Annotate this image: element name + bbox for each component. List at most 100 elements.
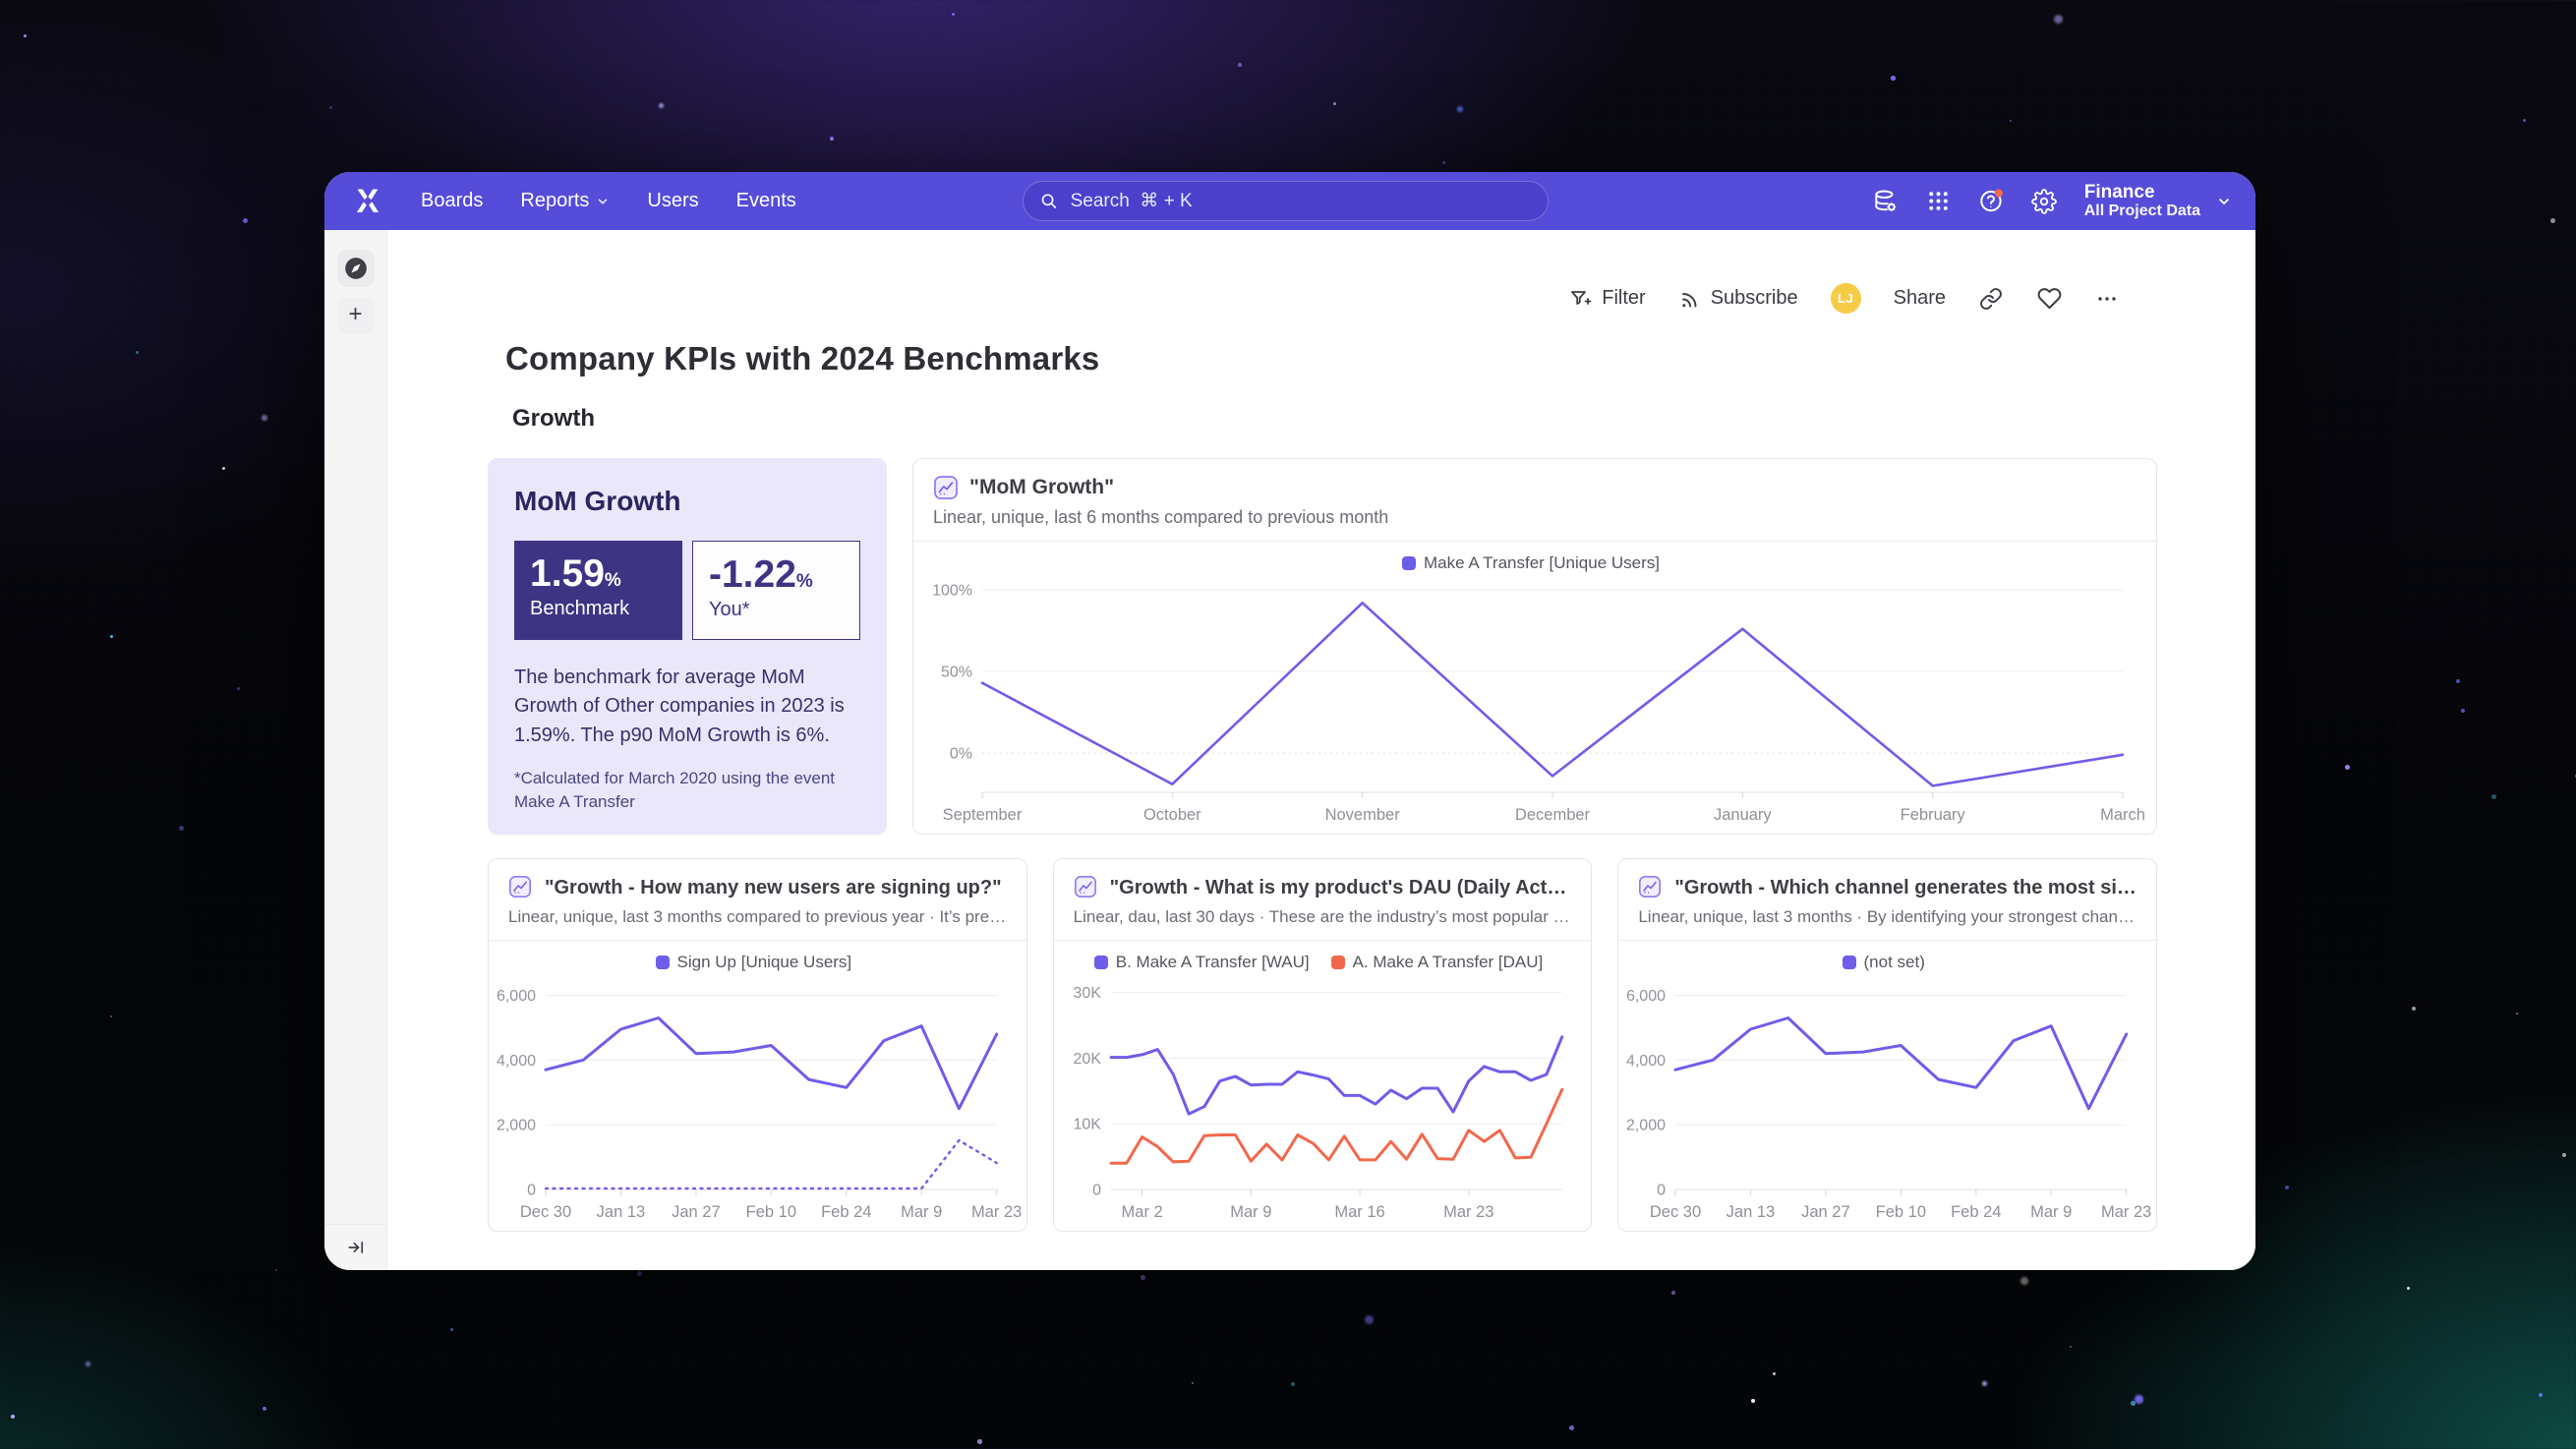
left-sidebar: + (324, 230, 387, 1270)
chart-card-channels: "Growth - Which channel generates the mo… (1617, 858, 2158, 1232)
svg-text:6,000: 6,000 (497, 988, 536, 1005)
svg-text:September: September (943, 806, 1023, 824)
svg-text:Jan 13: Jan 13 (1727, 1203, 1776, 1221)
share-button[interactable]: Share (1893, 287, 1946, 309)
svg-text:Mar 23: Mar 23 (1443, 1203, 1493, 1221)
svg-text:Mar 23: Mar 23 (971, 1203, 1022, 1221)
svg-text:4,000: 4,000 (497, 1053, 536, 1070)
plus-icon: + (348, 301, 363, 327)
data-management-icon[interactable] (1872, 188, 1899, 214)
chart-legend: Make A Transfer [Unique Users] (921, 553, 2140, 573)
chart-subtitle: Linear, dau, last 30 days · These are th… (1073, 907, 1572, 926)
chart-card-dau: "Growth - What is my product's DAU (Dail… (1052, 858, 1593, 1232)
compass-icon (344, 258, 367, 279)
apps-grid-icon[interactable] (1925, 188, 1952, 214)
dau-line-chart: 0 10K 20K 30K Mar 2 Mar 9 Mar 16 Mar 23 (1073, 985, 1563, 1221)
chart-card-header: "Growth - How many new users are signing… (489, 859, 1026, 941)
legend-item[interactable]: A. Make A Transfer [DAU] (1330, 953, 1544, 972)
chevron-down-icon (2219, 198, 2229, 204)
filter-button[interactable]: Filter (1569, 287, 1646, 311)
svg-text:30K: 30K (1073, 985, 1101, 1002)
svg-text:2,000: 2,000 (497, 1118, 536, 1134)
legend-swatch (1093, 956, 1108, 969)
svg-text:Jan 27: Jan 27 (1801, 1203, 1850, 1221)
legend-item[interactable]: Make A Transfer [Unique Users] (1402, 553, 1660, 573)
svg-text:0: 0 (1092, 1183, 1101, 1199)
search-input[interactable] (1068, 189, 1532, 213)
board-content: Filter Subscribe LJ Share (387, 230, 2255, 1270)
chart-title[interactable]: "Growth - How many new users are signing… (545, 876, 1002, 898)
chart-legend: (not set) (1626, 953, 2140, 972)
chart-subtitle: Linear, unique, last 3 months · By ident… (1638, 907, 2137, 926)
legend-label: Make A Transfer [Unique Users] (1424, 553, 1660, 572)
svg-text:Feb 10: Feb 10 (1876, 1203, 1926, 1221)
svg-text:Dec 30: Dec 30 (1650, 1203, 1701, 1221)
svg-text:Mar 23: Mar 23 (2101, 1203, 2151, 1221)
svg-text:November: November (1325, 806, 1401, 824)
svg-text:Mar 2: Mar 2 (1121, 1203, 1162, 1221)
legend-item[interactable]: (not set) (1842, 953, 1925, 972)
legend-label: B. Make A Transfer [WAU] (1115, 953, 1310, 971)
filter-icon (1571, 290, 1592, 305)
boards-navigator-button[interactable] (336, 250, 375, 287)
expand-sidebar-button[interactable] (324, 1224, 386, 1270)
chart-legend: B. Make A Transfer [WAU] A. Make A Transf… (1062, 953, 1576, 972)
line-chart-icon (1074, 875, 1099, 900)
benchmark-card-title: MoM Growth (514, 486, 681, 516)
chart-title[interactable]: "Growth - What is my product's DAU (Dail… (1109, 876, 1572, 898)
settings-gear-icon[interactable] (2031, 188, 2058, 214)
svg-text:Feb 24: Feb 24 (1951, 1203, 2001, 1221)
svg-text:4,000: 4,000 (1626, 1053, 1666, 1070)
copy-link-button[interactable] (1978, 286, 2004, 312)
nav-item-events[interactable]: Events (735, 190, 796, 211)
svg-text:0%: 0% (950, 746, 972, 763)
svg-text:0: 0 (527, 1183, 536, 1199)
svg-text:Mar 9: Mar 9 (901, 1203, 942, 1221)
project-selector[interactable]: Finance All Project Data (2084, 182, 2232, 221)
subscribe-button[interactable]: Subscribe (1678, 287, 1798, 311)
legend-swatch (655, 956, 670, 969)
line-chart-icon (508, 875, 534, 900)
svg-text:2,000: 2,000 (1626, 1118, 1666, 1134)
mom-growth-line-chart: 0% 50% 100% September October November Decembe… (932, 582, 2145, 824)
svg-text:December: December (1515, 806, 1591, 824)
chart-title[interactable]: "MoM Growth" (969, 476, 1115, 498)
help-icon[interactable] (1978, 188, 2005, 214)
line-chart-icon (933, 475, 959, 500)
benchmark-card: MoM Growth 1.59% Benchmark -1.22% You* T… (488, 458, 887, 835)
svg-text:Jan 13: Jan 13 (597, 1203, 646, 1221)
page-title: Company KPIs with 2024 Benchmarks (505, 340, 1100, 377)
svg-text:Jan 27: Jan 27 (672, 1203, 721, 1221)
chevron-down-icon (599, 198, 608, 204)
legend-item[interactable]: B. Make A Transfer [WAU] (1093, 953, 1310, 972)
nav-item-reports[interactable]: Reports (520, 190, 610, 212)
benchmark-footnote: *Calculated for March 2020 using the eve… (514, 769, 836, 812)
avatar[interactable]: LJ (1830, 283, 1861, 314)
global-search[interactable] (1023, 181, 1549, 221)
ellipsis-icon (2098, 296, 2116, 301)
signups-line-chart: 0 2,000 4,000 6,000 Dec 30 Jan 13 Jan 27 Feb 10… (497, 988, 1022, 1221)
chart-card-header: "Growth - What is my product's DAU (Dail… (1053, 859, 1592, 941)
app-window: X Boards Reports Users Events (324, 172, 2255, 1270)
svg-text:January: January (1714, 806, 1772, 824)
legend-label: (not set) (1863, 953, 1925, 971)
svg-text:Mar 16: Mar 16 (1334, 1203, 1384, 1221)
legend-item[interactable]: Sign Up [Unique Users] (655, 953, 851, 972)
nav-item-users[interactable]: Users (647, 190, 699, 211)
more-options-button[interactable] (2094, 286, 2120, 312)
legend-label: A. Make A Transfer [DAU] (1352, 953, 1544, 971)
favorite-button[interactable] (2036, 286, 2062, 312)
chart-title[interactable]: "Growth - Which channel generates the mo… (1674, 876, 2137, 898)
chart-subtitle: Linear, unique, last 6 months compared t… (933, 507, 1389, 527)
benchmark-stat: 1.59% Benchmark (514, 541, 682, 640)
mixpanel-logo[interactable]: X (348, 182, 387, 221)
nav-item-boards[interactable]: Boards (421, 190, 484, 211)
add-board-button[interactable]: + (336, 297, 375, 334)
chart-card-signups: "Growth - How many new users are signing… (488, 858, 1027, 1232)
svg-text:Dec 30: Dec 30 (520, 1203, 571, 1221)
line-chart-icon (1638, 875, 1664, 900)
legend-swatch (1402, 556, 1416, 570)
svg-text:Feb 24: Feb 24 (821, 1203, 871, 1221)
project-scope: All Project Data (2083, 203, 2200, 220)
chart-card-header: "MoM Growth" Linear, unique, last 6 mont… (913, 459, 2156, 542)
